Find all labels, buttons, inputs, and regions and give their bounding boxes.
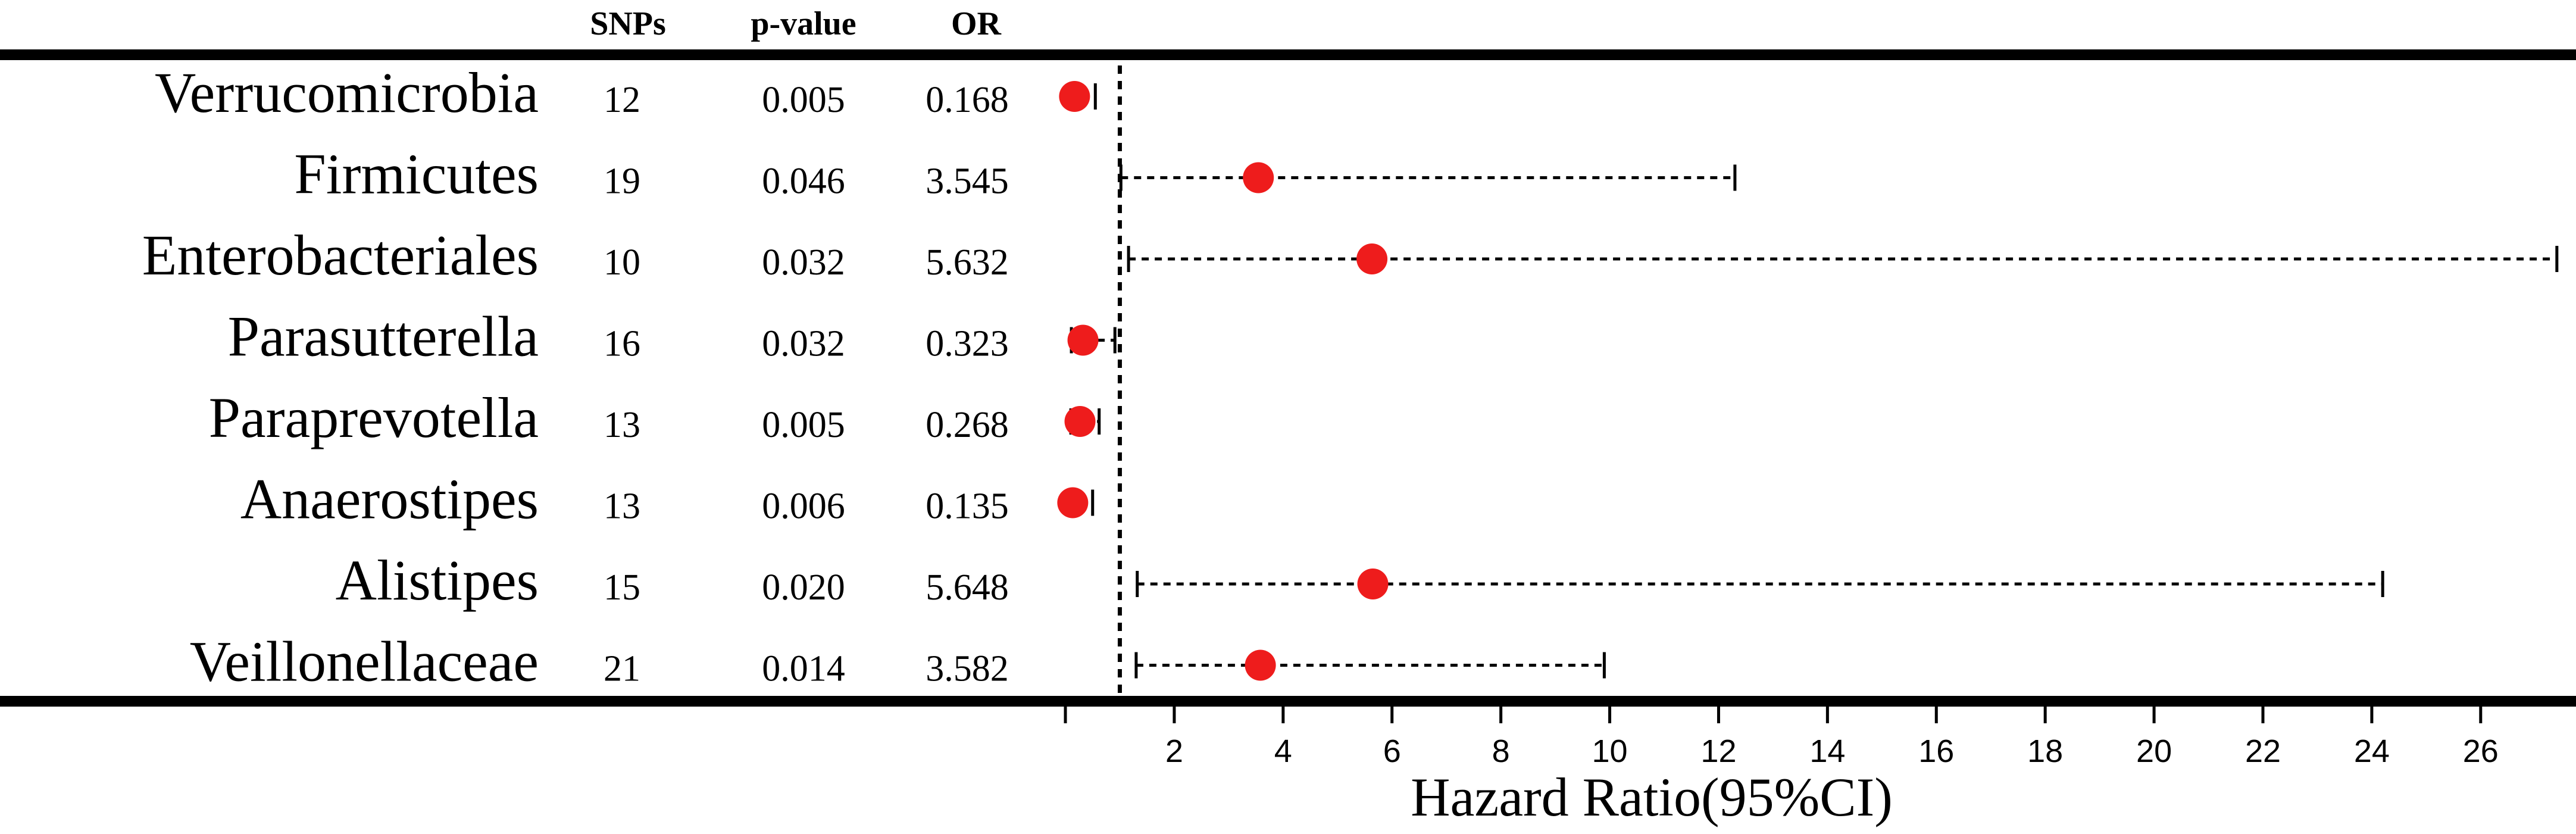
row-snps: 13: [604, 486, 640, 527]
row-snps: 19: [604, 161, 640, 202]
row-pvalue: 0.005: [762, 405, 845, 445]
row-pvalue: 0.020: [762, 567, 845, 608]
row-pvalue: 0.032: [762, 324, 845, 364]
point-estimate: [1243, 162, 1274, 193]
row-pvalue: 0.014: [762, 649, 845, 689]
row-snps: 16: [604, 324, 640, 364]
x-tick-label: 2: [1165, 733, 1183, 769]
x-tick-label: 16: [1918, 733, 1954, 769]
point-estimate: [1245, 649, 1276, 681]
header-snps: SNPs: [590, 5, 666, 42]
x-tick-label: 10: [1592, 733, 1628, 769]
row-pvalue: 0.046: [762, 161, 845, 202]
point-estimate: [1059, 81, 1090, 112]
x-tick-label: 4: [1274, 733, 1292, 769]
x-tick-label: 20: [2136, 733, 2172, 769]
row-pvalue: 0.006: [762, 486, 845, 527]
row-label: Alistipes: [336, 548, 539, 612]
x-tick-label: 22: [2245, 733, 2281, 769]
x-tick-label: 18: [2027, 733, 2063, 769]
x-tick-label: 12: [1700, 733, 1736, 769]
row-or: 0.135: [926, 486, 1009, 527]
row-label: Parasutterella: [228, 305, 539, 368]
row-snps: 21: [604, 649, 640, 689]
row-or: 0.323: [926, 324, 1009, 364]
row-label: Anaerostipes: [240, 467, 539, 531]
row-label: Firmicutes: [294, 142, 539, 206]
row-snps: 10: [604, 242, 640, 283]
row-snps: 15: [604, 567, 640, 608]
x-tick-label: 6: [1383, 733, 1401, 769]
row-or: 0.168: [926, 80, 1009, 120]
x-tick-label: 14: [1809, 733, 1845, 769]
row-pvalue: 0.005: [762, 80, 845, 120]
row-label: Verrucomicrobia: [155, 61, 539, 124]
row-snps: 12: [604, 80, 640, 120]
table-rows: Verrucomicrobia 12 0.005 0.168 Firmicutes 19 0…: [142, 61, 1009, 694]
point-estimate: [1356, 243, 1388, 274]
row-pvalue: 0.032: [762, 242, 845, 283]
row-or: 3.582: [926, 649, 1009, 689]
column-headers: SNPs p-value OR: [590, 5, 1001, 42]
plot-marks: [1057, 65, 2559, 695]
header-pvalue: p-value: [751, 5, 856, 42]
row-label: Veillonellaceae: [190, 630, 539, 694]
point-estimate: [1057, 487, 1089, 518]
x-axis-title: Hazard Ratio(95%CI): [1411, 767, 1893, 827]
x-tick-label: 24: [2354, 733, 2390, 769]
header-or: OR: [951, 5, 1002, 42]
row-label: Paraprevotella: [209, 386, 539, 449]
row-snps: 13: [604, 405, 640, 445]
point-estimate: [1357, 569, 1389, 599]
row-or: 5.648: [926, 567, 1009, 608]
point-estimate: [1064, 406, 1096, 437]
row-label: Enterobacteriales: [142, 223, 539, 287]
x-tick-label: 8: [1492, 733, 1510, 769]
x-tick-label: 26: [2463, 733, 2499, 769]
row-or: 3.545: [926, 161, 1009, 202]
point-estimate: [1067, 324, 1099, 356]
row-or: 0.268: [926, 405, 1009, 445]
row-or: 5.632: [926, 242, 1009, 283]
x-axis: 2 4 6 8 10 12 14 16 18 20 22 24 26: [1064, 707, 2499, 769]
